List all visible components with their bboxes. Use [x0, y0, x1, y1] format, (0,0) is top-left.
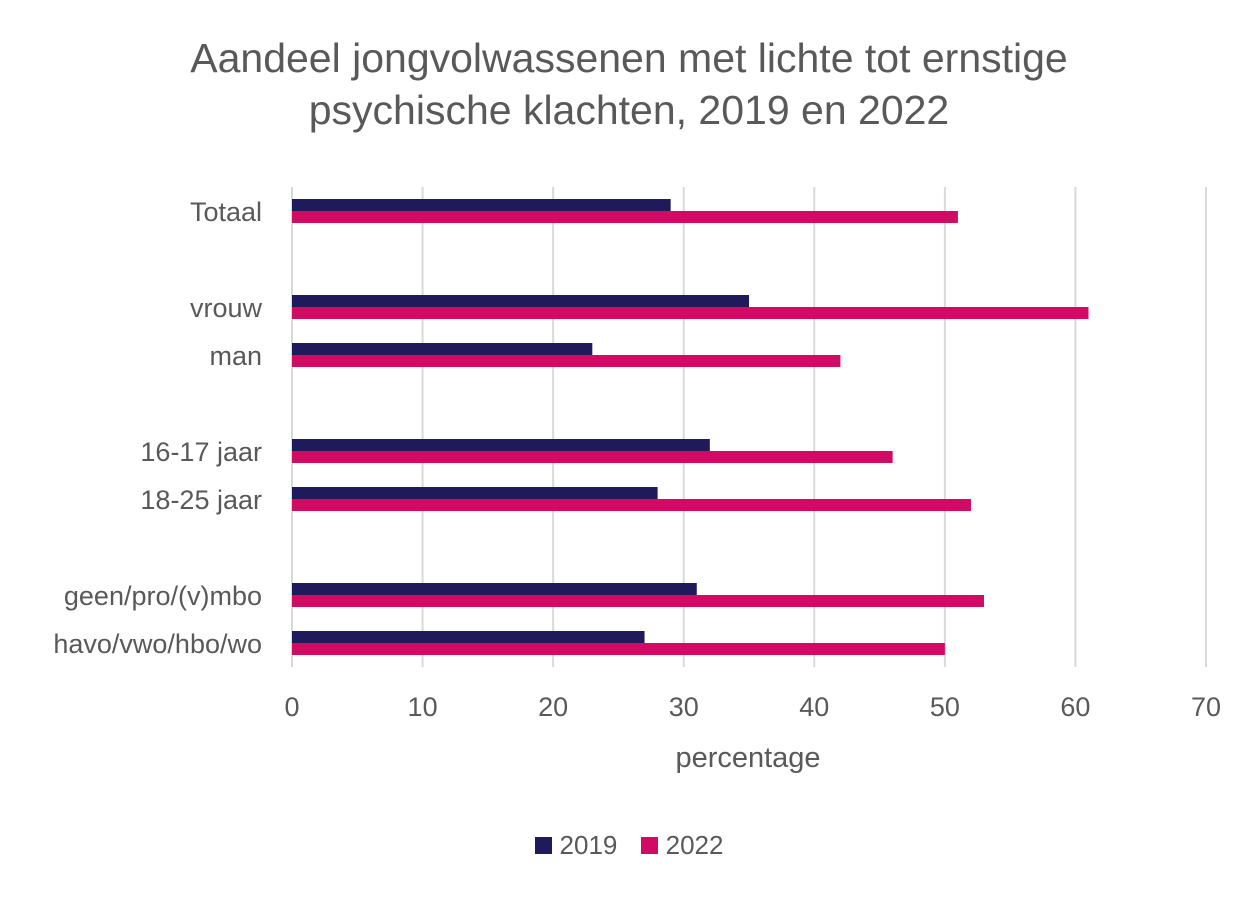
bar-2019-6	[292, 487, 658, 499]
bar-2019-0	[292, 199, 671, 211]
x-tick-label-0: 0	[284, 692, 299, 722]
x-tick-label-40: 40	[799, 692, 829, 722]
x-tick-label-70: 70	[1191, 692, 1221, 722]
category-labels: Totaal vrouw man 16-17 jaar 18-25 jaar geen/p…	[53, 197, 262, 659]
bar-2022-8	[292, 595, 985, 607]
legend: 2019 2022	[0, 830, 1258, 861]
category-label-9: havo/vwo/hbo/wo	[53, 629, 262, 659]
x-tick-label-60: 60	[1060, 692, 1090, 722]
legend-item-2022: 2022	[640, 830, 724, 861]
bar-2022-0	[292, 211, 958, 223]
legend-label-2019: 2019	[559, 830, 618, 860]
x-tick-label-50: 50	[930, 692, 960, 722]
chart-title-line-1: Aandeel jongvolwassenen met lichte tot e…	[190, 35, 1068, 81]
bar-2019-9	[292, 631, 645, 643]
bar-2022-5	[292, 451, 893, 463]
bar-2019-5	[292, 439, 710, 451]
bars	[292, 199, 1089, 655]
bar-2022-3	[292, 355, 841, 367]
bar-2022-9	[292, 643, 945, 655]
category-label-2: vrouw	[190, 293, 263, 323]
chart-title-line-2: psychische klachten, 2019 en 2022	[308, 87, 950, 133]
category-label-0: Totaal	[190, 197, 262, 227]
x-tick-label-10: 10	[408, 692, 438, 722]
legend-swatch-2019	[534, 837, 552, 854]
legend-label-2022: 2022	[665, 830, 724, 860]
x-tick-labels: 0 10 20 30 40 50 60 70	[284, 692, 1221, 722]
x-axis-title: percentage	[675, 742, 820, 774]
category-label-3: man	[209, 341, 262, 371]
category-label-5: 16-17 jaar	[140, 437, 262, 467]
bar-2019-3	[292, 343, 593, 355]
bar-2022-2	[292, 307, 1089, 319]
legend-item-2019: 2019	[534, 830, 618, 861]
bar-2022-6	[292, 499, 971, 511]
category-label-6: 18-25 jaar	[140, 485, 262, 515]
x-tick-label-20: 20	[538, 692, 568, 722]
legend-swatch-2022	[640, 837, 658, 854]
category-label-8: geen/pro/(v)mbo	[64, 581, 262, 611]
bar-2019-8	[292, 583, 697, 595]
bar-2019-2	[292, 295, 749, 307]
chart-title: Aandeel jongvolwassenen met lichte tot e…	[0, 32, 1258, 136]
x-tick-label-30: 30	[669, 692, 699, 722]
